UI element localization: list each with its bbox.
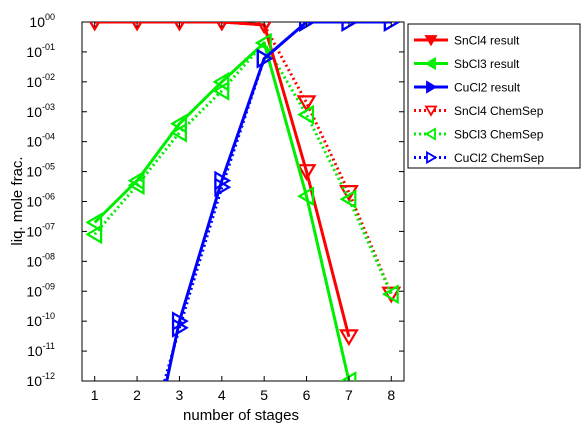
legend-swatch-marker [424,127,436,141]
data-point [256,48,274,69]
legend: SnCl4 result SbCl3 result CuCl2 result SnCl… [407,23,581,169]
x-tick-label: 8 [387,387,395,403]
data-point [381,286,402,304]
series-line [94,22,351,338]
legend-label: SbCl3 result [454,57,520,71]
data-point [338,329,359,347]
x-tick-label: 6 [303,387,311,403]
y-axis-label: liq. mole frac. [9,156,26,245]
data-point [173,22,185,32]
x-tick-label: 3 [176,387,184,403]
legend-swatch-marker [426,80,438,94]
y-tick-label: 10-10 [26,311,55,329]
series-layer [85,22,402,381]
legend-swatch-marker [424,105,438,117]
data-point [381,284,399,305]
data-point [89,22,101,32]
data-point [297,104,315,125]
series-cucl2-chemsep [163,22,401,381]
legend-label: SnCl4 result [454,34,520,48]
y-tick-label: 10-12 [26,371,55,389]
data-point [296,164,317,181]
x-tick-label: 7 [345,387,353,403]
series-line [93,41,393,295]
y-tick-label: 10-02 [26,72,55,90]
legend-swatch-marker [424,56,436,71]
y-tick-label: 10-07 [26,221,55,239]
data-point [171,311,189,332]
legend-swatch-marker [424,35,438,47]
x-tick-label: 2 [133,387,141,403]
legend-label: CuCl2 ChemSep [454,151,544,165]
x-axis-label: number of stages [183,407,299,424]
series-line [93,41,351,381]
y-tick-label: 10-01 [26,42,55,60]
data-point [170,113,187,134]
data-point [85,224,103,245]
legend-label: SbCl3 ChemSep [454,128,544,142]
data-point [297,186,315,207]
y-tick-label: 10-08 [26,251,55,269]
data-point [296,95,317,113]
legend-swatch-marker [426,150,438,165]
legend-label: CuCl2 result [454,81,521,95]
series-sbcl3-chemsep [85,32,399,305]
data-point [127,170,145,191]
x-tick-label: 5 [260,387,268,403]
series-sncl4-chemsep [89,22,402,304]
data-point [85,212,103,233]
y-tick-label: 10-05 [26,162,55,180]
series-line [165,22,392,381]
data-point [256,22,272,35]
data-point [254,32,272,53]
ticks-layer: 1 2 3 4 5 6 7 8 1000 10-01 10-02 10-03 10-04 10-05 10-… [26,12,404,403]
data-point [131,22,143,32]
data-point [212,71,230,92]
series-cucl2-result [165,22,401,381]
series-line [94,22,393,295]
y-tick-label: 10-09 [26,281,55,299]
y-tick-label: 10-04 [26,132,55,150]
y-tick-label: 10-03 [26,102,55,120]
series-sncl4-result [89,22,359,347]
y-tick-label: 10-06 [26,192,55,210]
x-tick-label: 4 [218,387,226,403]
legend-box [407,23,581,169]
data-point [214,170,232,191]
y-tick-label: 10-11 [27,341,55,359]
data-point [339,189,357,210]
legend-label: SnCl4 ChemSep [454,104,544,118]
y-tick-label: 1000 [29,12,55,30]
data-point [216,22,228,32]
x-tick-label: 1 [91,387,99,403]
